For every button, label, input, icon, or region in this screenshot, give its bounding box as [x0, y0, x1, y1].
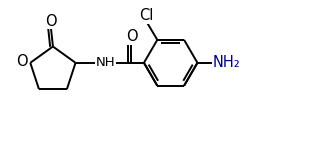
Text: O: O: [45, 13, 57, 29]
Text: O: O: [17, 54, 28, 69]
Text: O: O: [126, 29, 138, 44]
Text: NH₂: NH₂: [212, 55, 240, 70]
Text: NH: NH: [95, 56, 115, 69]
Text: Cl: Cl: [139, 8, 154, 23]
